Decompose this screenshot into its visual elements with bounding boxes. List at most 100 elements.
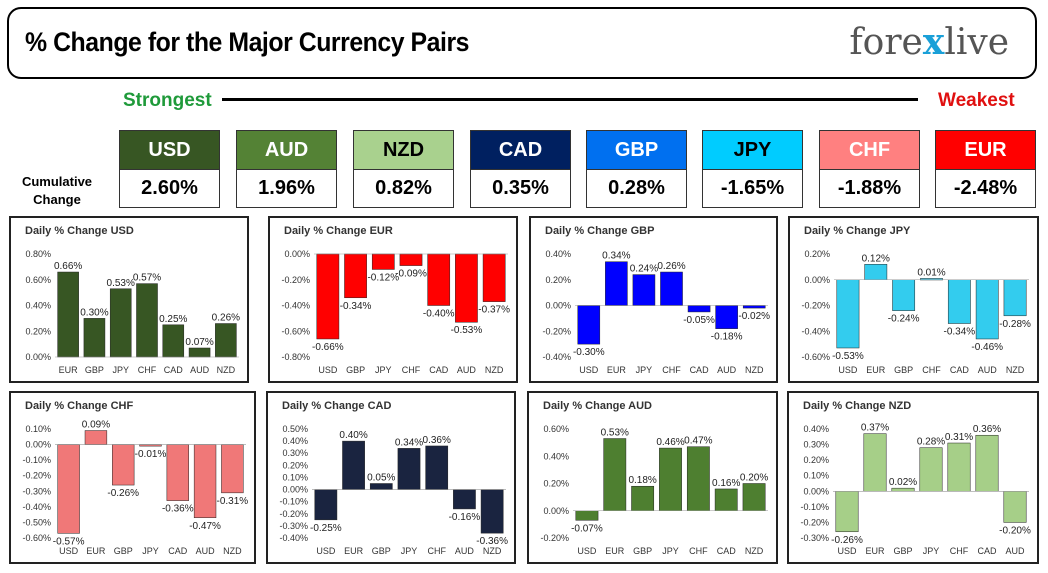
bar (109, 288, 132, 358)
y-tick-label: 0.20% (545, 275, 571, 285)
bar (162, 324, 185, 358)
x-tick-label: USD (577, 546, 597, 556)
bar (57, 444, 80, 534)
data-label: 0.53% (601, 428, 629, 439)
x-tick-label: NZD (223, 546, 242, 556)
data-label: -0.53% (451, 325, 483, 336)
x-tick-label: GBP (85, 365, 104, 375)
x-tick-label: CHF (922, 365, 941, 375)
weakest-label: Weakest (938, 90, 1015, 111)
bar (632, 274, 656, 306)
bar (742, 483, 766, 511)
cumulative-value: -2.48% (953, 177, 1018, 199)
data-label: -0.05% (683, 315, 715, 326)
strength-scale-line (222, 98, 918, 101)
y-tick-label: 0.40% (25, 301, 51, 311)
currency-code: JPY (703, 131, 802, 170)
y-tick-label: 0.00% (25, 352, 51, 362)
data-label: -0.30% (573, 347, 605, 358)
y-tick-label: 0.10% (282, 472, 308, 482)
bar (686, 446, 710, 511)
bar (892, 279, 916, 311)
data-label: -0.36% (476, 536, 508, 547)
y-tick-label: -0.20% (801, 301, 830, 311)
currency-code: GBP (587, 131, 686, 170)
bar (715, 305, 738, 329)
chart-jpy: Daily % Change JPY 0.20% 0.00% -0.20% -0.40%… (801, 225, 1031, 375)
data-label: -0.53% (832, 351, 864, 362)
x-tick-label: JPY (401, 546, 418, 556)
x-tick-label: GBP (372, 546, 391, 556)
y-tick-label: 0.40% (282, 436, 308, 446)
bar (342, 440, 365, 490)
y-tick-label: -0.20% (540, 533, 569, 543)
x-tick-label: GBP (346, 365, 365, 375)
data-label: 0.07% (185, 337, 213, 348)
chart-usd: Daily % Change USD 0.80% 0.60% 0.40% 0.20% 0.… (25, 225, 240, 375)
cumulative-value: -1.88% (837, 177, 902, 199)
chart-panel-jpy: Daily % Change JPY 0.20% 0.00% -0.20% -0.40%… (788, 216, 1039, 383)
x-tick-label: NZD (485, 365, 504, 375)
chart-panel-aud: Daily % Change AUD 0.60% 0.40% 0.20% 0.00% -0… (527, 391, 778, 564)
y-tick-label: 0.30% (282, 448, 308, 458)
currency-code: USD (120, 131, 219, 170)
data-label: 0.20% (740, 473, 768, 484)
x-tick-label: CAD (164, 365, 184, 375)
y-tick-label: -0.60% (281, 326, 310, 336)
x-tick-label: USD (838, 365, 858, 375)
bar (453, 489, 476, 510)
x-tick-label: CAD (168, 546, 188, 556)
data-label: -0.40% (423, 309, 455, 320)
x-tick-label: AUD (1005, 546, 1025, 556)
chart-chf: Daily % Change CHF 0.10% 0.00% -0.10% -0.20%… (22, 400, 248, 556)
x-tick-label: EUR (86, 546, 106, 556)
strongest-label: Strongest (123, 90, 212, 111)
y-tick-label: 0.10% (803, 471, 829, 481)
data-label: -0.46% (971, 342, 1003, 353)
y-tick-label: 0.00% (803, 486, 829, 496)
x-tick-label: GBP (114, 546, 133, 556)
data-label: -0.37% (478, 305, 510, 316)
y-tick-label: -0.40% (279, 533, 308, 543)
x-tick-label: CAD (717, 546, 737, 556)
chart-gbp: Daily % Change GBP 0.40% 0.20% 0.00% -0.20% -… (542, 225, 770, 375)
x-tick-label: JPY (375, 365, 392, 375)
y-tick-label: -0.50% (22, 517, 51, 527)
bar (425, 445, 449, 490)
bar (947, 442, 971, 492)
y-tick-label: 0.20% (804, 249, 830, 259)
data-label: -0.26% (831, 535, 863, 546)
x-tick-label: CHF (950, 546, 969, 556)
y-tick-label: 0.60% (25, 275, 51, 285)
bar (344, 253, 367, 299)
y-tick-label: -0.10% (800, 502, 829, 512)
x-tick-label: CAD (977, 546, 997, 556)
y-tick-label: -0.30% (279, 521, 308, 531)
bar (371, 253, 395, 270)
data-label: 0.02% (889, 477, 917, 488)
data-label: -0.47% (189, 521, 221, 532)
y-tick-label: -0.40% (22, 502, 51, 512)
x-tick-label: GBP (893, 546, 912, 556)
x-tick-label: GBP (633, 546, 652, 556)
x-tick-label: AUD (717, 365, 737, 375)
x-tick-label: NZD (1006, 365, 1025, 375)
y-tick-label: -0.20% (279, 509, 308, 519)
chart-nzd: Daily % Change NZD 0.40% 0.30% 0.20% 0.10% 0.… (800, 400, 1030, 556)
y-tick-label: 0.60% (543, 424, 569, 434)
x-tick-label: USD (316, 546, 336, 556)
chart-title: Daily % Change AUD (543, 400, 652, 412)
forexlive-logo: forexlive (849, 21, 1009, 63)
y-tick-label: 0.20% (282, 460, 308, 470)
chart-title: Daily % Change CHF (25, 400, 133, 412)
bar (112, 444, 135, 486)
cumulative-value: 1.96% (258, 177, 315, 199)
x-tick-label: CHF (662, 365, 681, 375)
data-label: -0.12% (367, 272, 399, 283)
bar (714, 488, 738, 511)
y-tick-label: 0.00% (282, 485, 308, 495)
bar (575, 510, 599, 521)
y-tick-label: -0.40% (281, 301, 310, 311)
y-tick-label: -0.20% (22, 471, 51, 481)
bar (314, 489, 338, 521)
